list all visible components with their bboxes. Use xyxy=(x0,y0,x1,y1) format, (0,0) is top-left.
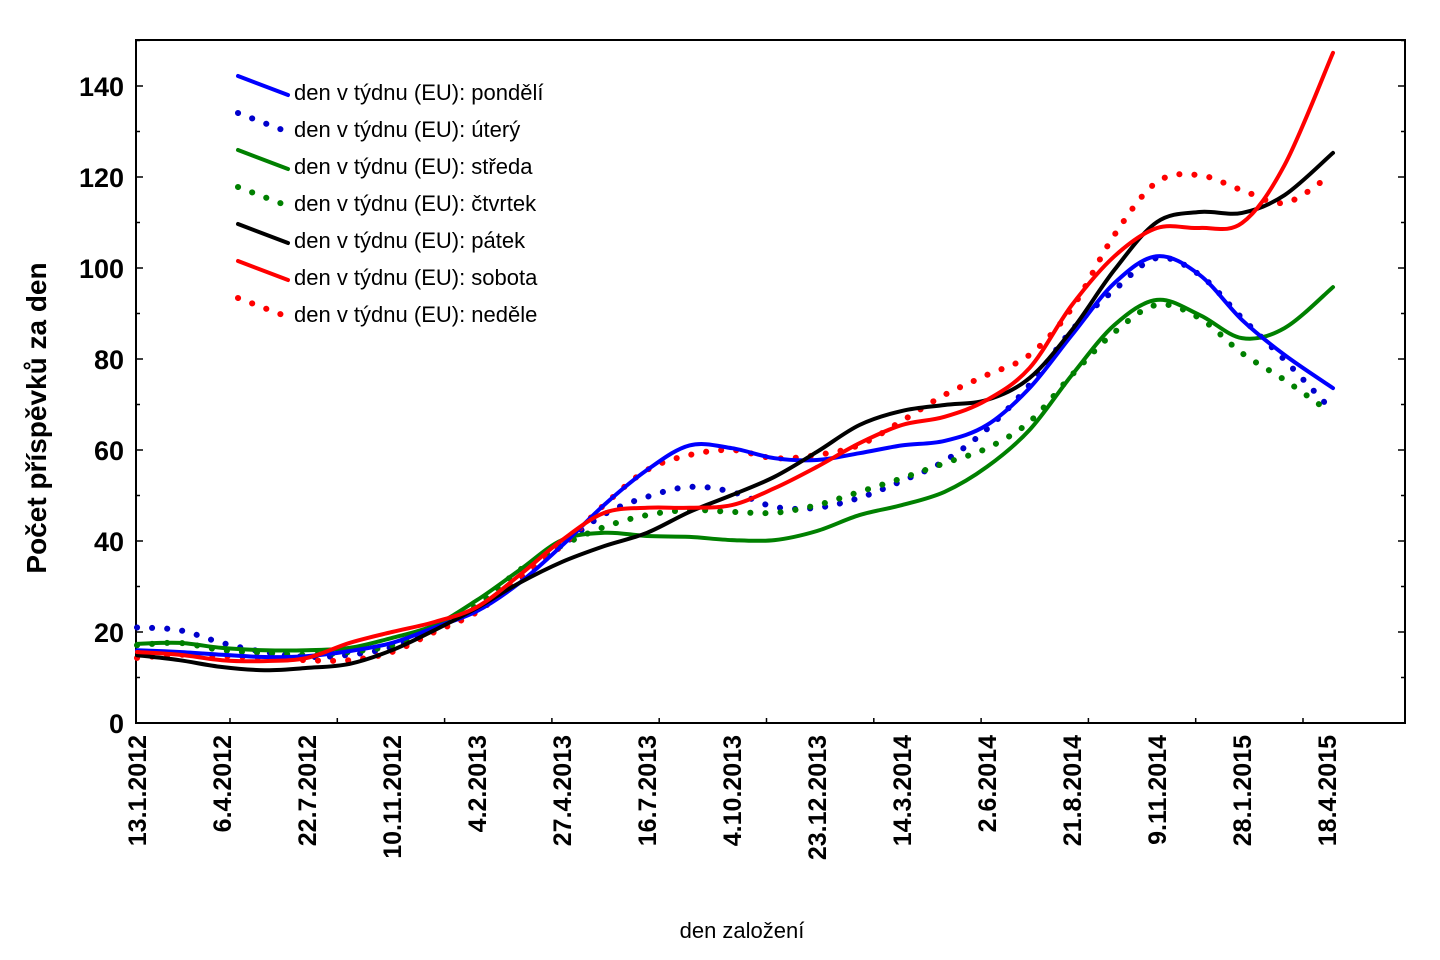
series-sobota xyxy=(135,50,1335,664)
x-tick-label: 14.3.2014 xyxy=(889,735,917,846)
y-tick-label: 100 xyxy=(79,254,124,284)
x-tick-label: 21.8.2014 xyxy=(1059,735,1087,846)
legend-swatch xyxy=(235,110,291,135)
y-tick-label: 0 xyxy=(109,709,124,739)
legend-item: den v týdnu (EU): neděle xyxy=(235,295,537,327)
series-středa xyxy=(135,285,1335,653)
series-pondělí xyxy=(135,254,1335,660)
x-tick-label: 27.4.2013 xyxy=(549,735,577,846)
legend-swatch xyxy=(236,222,290,245)
y-tick-label: 20 xyxy=(94,618,124,648)
x-tick-label: 2.6.2014 xyxy=(974,735,1002,832)
y-axis-title: Počet příspěvků za den xyxy=(21,262,52,573)
x-tick-label: 4.10.2013 xyxy=(719,735,747,846)
y-tick-label: 40 xyxy=(94,527,124,557)
legend-swatch xyxy=(236,74,290,97)
x-tick-label: 9.11.2014 xyxy=(1144,735,1172,845)
y-tick-label: 140 xyxy=(79,72,124,102)
legend-label: den v týdnu (EU): úterý xyxy=(294,117,520,142)
legend-label: den v týdnu (EU): středa xyxy=(294,154,533,179)
legend-item: den v týdnu (EU): sobota xyxy=(236,259,538,290)
y-tick-label: 60 xyxy=(94,436,124,466)
legend-swatch xyxy=(235,184,291,209)
plot-frame xyxy=(135,39,1406,724)
y-tick-label: 120 xyxy=(79,163,124,193)
legend-item: den v týdnu (EU): čtvrtek xyxy=(235,184,537,216)
x-tick-label: 16.7.2013 xyxy=(634,735,662,846)
legend-item: den v týdnu (EU): středa xyxy=(236,148,533,179)
legend-item: den v týdnu (EU): pátek xyxy=(236,222,526,253)
x-tick-label: 28.1.2015 xyxy=(1229,735,1257,846)
x-axis-title: den založení xyxy=(680,918,805,943)
x-tick-label: 4.2.2013 xyxy=(464,735,492,832)
series-pátek xyxy=(135,150,1335,673)
x-tick-label: 22.7.2012 xyxy=(294,735,322,846)
legend-item: den v týdnu (EU): pondělí xyxy=(236,74,543,105)
legend-item: den v týdnu (EU): úterý xyxy=(235,110,520,142)
x-tick-label: 23.12.2013 xyxy=(804,735,832,860)
legend-label: den v týdnu (EU): pondělí xyxy=(294,80,543,105)
series-čtvrtek xyxy=(134,301,1330,658)
legend-label: den v týdnu (EU): sobota xyxy=(294,265,538,290)
y-tick-label: 80 xyxy=(94,345,124,375)
x-tick-label: 13.1.2012 xyxy=(124,735,152,846)
x-tick-label: 6.4.2012 xyxy=(209,735,237,832)
x-tick-label: 18.4.2015 xyxy=(1314,735,1342,846)
x-tick-label: 10.11.2012 xyxy=(379,735,407,859)
legend: den v týdnu (EU): pondělí den v týdnu (EU… xyxy=(235,74,543,327)
legend-swatch xyxy=(235,295,291,320)
legend-label: den v týdnu (EU): pátek xyxy=(294,228,526,253)
legend-swatch xyxy=(236,148,290,171)
legend-label: den v týdnu (EU): čtvrtek xyxy=(294,191,537,216)
legend-swatch xyxy=(236,259,290,282)
legend-label: den v týdnu (EU): neděle xyxy=(294,302,537,327)
